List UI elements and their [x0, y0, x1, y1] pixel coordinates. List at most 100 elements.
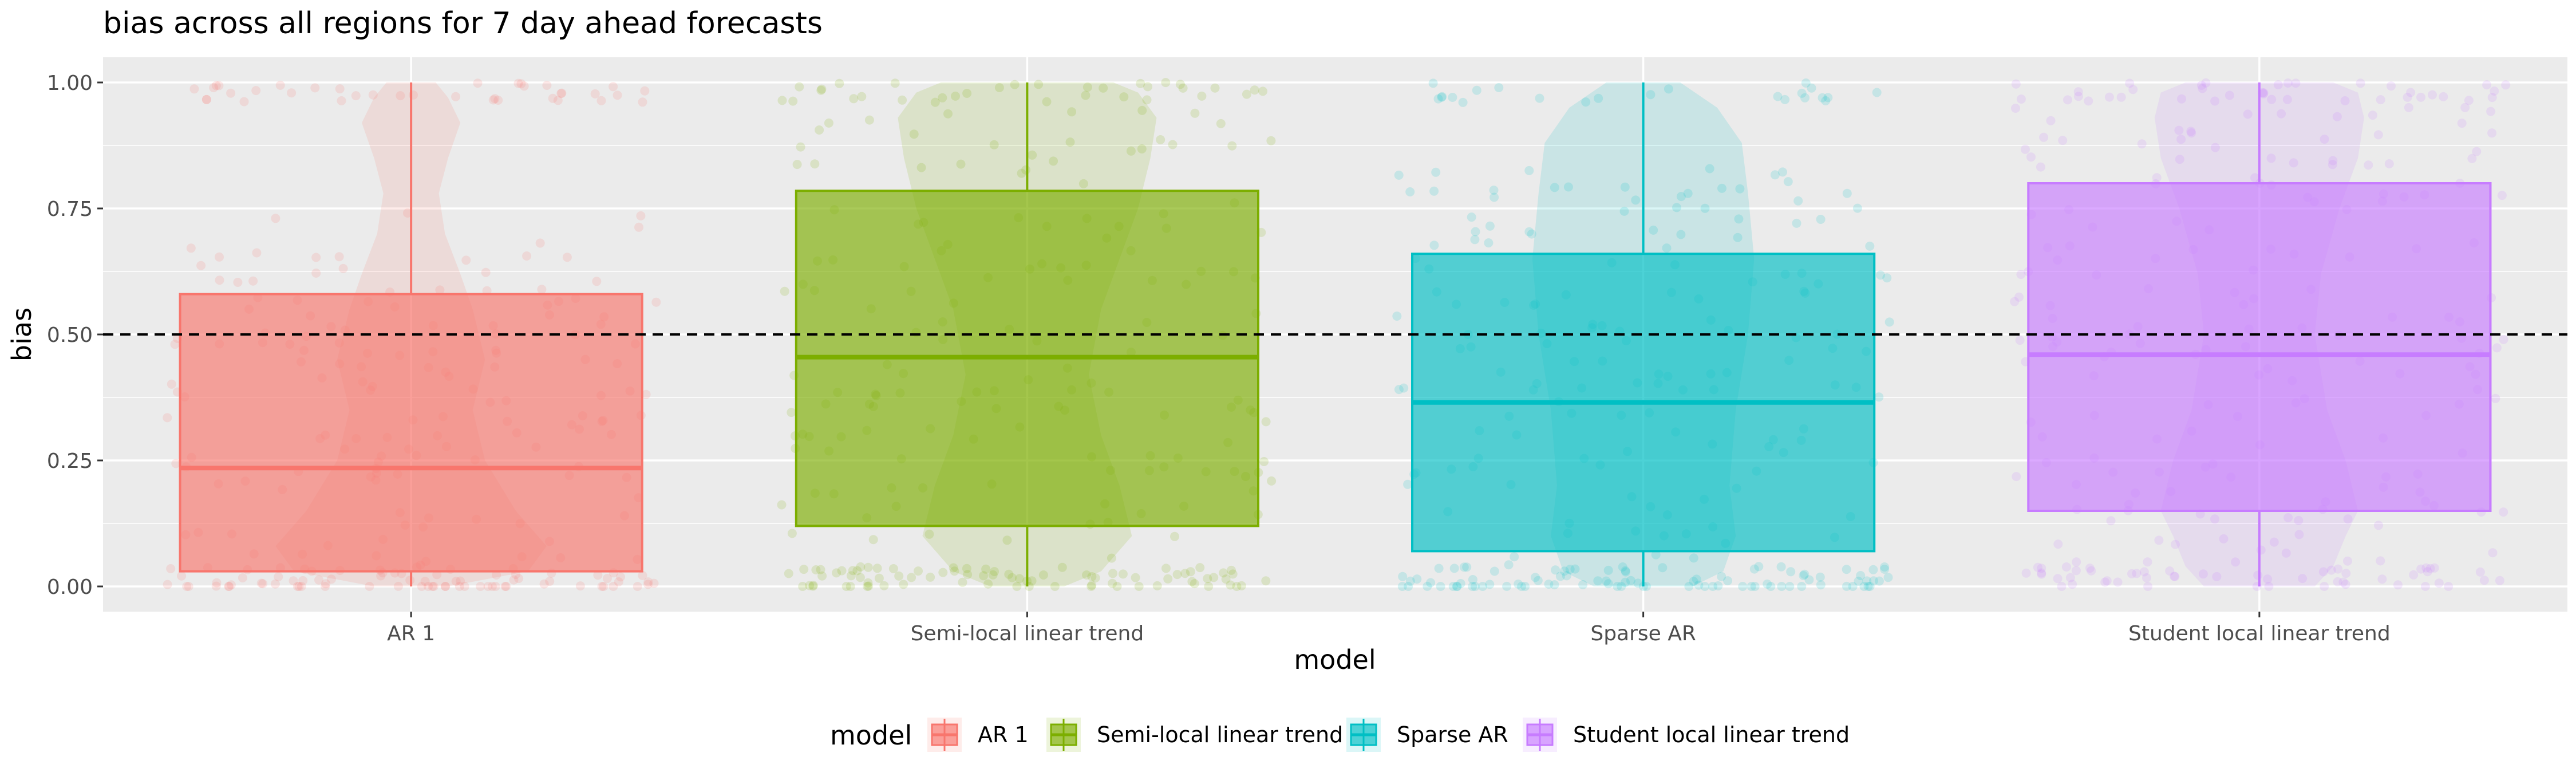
jitter-point: [368, 90, 378, 100]
jitter-point: [2499, 334, 2508, 344]
jitter-point: [1780, 94, 1790, 104]
chart-title: bias across all regions for 7 day ahead …: [103, 6, 823, 41]
jitter-point: [1012, 582, 1022, 591]
jitter-point: [1107, 553, 1116, 563]
jitter-point: [2102, 576, 2112, 586]
jitter-point: [1863, 582, 1873, 591]
x-tick-label: Sparse AR: [1590, 622, 1696, 645]
jitter-point: [435, 285, 445, 295]
jitter-point: [1172, 570, 1182, 580]
jitter-point: [810, 159, 820, 169]
jitter-point: [214, 81, 224, 90]
jitter-point: [1872, 88, 1882, 97]
jitter-point: [456, 576, 465, 586]
jitter-point: [824, 118, 833, 128]
jitter-point: [1429, 186, 1439, 196]
jitter-point: [1717, 183, 1726, 193]
jitter-point: [1551, 565, 1560, 575]
jitter-point: [1876, 270, 1885, 280]
legend-label-1: Semi-local linear trend: [1097, 722, 1343, 747]
jitter-point: [256, 578, 266, 588]
jitter-point: [1734, 214, 1744, 224]
jitter-point: [1468, 575, 1477, 584]
jitter-point: [1156, 135, 1165, 144]
jitter-point: [2495, 576, 2504, 585]
jitter-point: [816, 85, 826, 95]
jitter-point: [1426, 578, 1436, 588]
jitter-point: [1392, 312, 1402, 321]
jitter-point: [376, 571, 386, 581]
jitter-point: [1544, 580, 1554, 589]
jitter-point: [196, 261, 206, 270]
jitter-point: [557, 88, 567, 98]
jitter-point: [1694, 580, 1704, 590]
jitter-point: [989, 140, 999, 149]
jitter-point: [1676, 230, 1686, 239]
jitter-point: [1163, 574, 1173, 584]
jitter-point: [863, 582, 872, 591]
jitter-point: [848, 566, 858, 576]
jitter-point: [1735, 184, 1745, 194]
jitter-point: [638, 97, 647, 107]
jitter-point: [2061, 562, 2071, 572]
jitter-point: [596, 96, 606, 105]
jitter-point: [335, 84, 345, 94]
jitter-point: [899, 580, 908, 589]
jitter-point: [593, 570, 603, 580]
jitter-point: [542, 81, 552, 90]
jitter-point: [1700, 582, 1710, 591]
jitter-point: [403, 208, 412, 218]
legend-title: model: [830, 720, 912, 751]
jitter-point: [2250, 173, 2259, 183]
jitter-point: [420, 577, 430, 586]
jitter-point: [2210, 143, 2220, 152]
jitter-point: [2175, 155, 2184, 164]
jitter-point: [2283, 78, 2293, 88]
jitter-point: [212, 578, 222, 588]
jitter-point: [1593, 576, 1603, 586]
jitter-point: [2267, 94, 2277, 104]
jitter-point: [2016, 270, 2026, 279]
jitter-point: [1531, 573, 1540, 582]
jitter-point: [1658, 563, 1668, 573]
jitter-point: [1008, 573, 1017, 582]
jitter-point: [2269, 537, 2279, 547]
jitter-point: [1470, 235, 1480, 245]
jitter-point: [1394, 170, 1404, 180]
jitter-point: [202, 94, 211, 104]
jitter-point: [2333, 577, 2342, 586]
jitter-point: [2011, 104, 2020, 113]
jitter-point: [1823, 93, 1833, 103]
jitter-point: [1242, 89, 1251, 99]
jitter-point: [855, 573, 865, 582]
jitter-point: [2420, 582, 2430, 591]
jitter-point: [1524, 166, 1534, 175]
jitter-point: [2143, 557, 2152, 567]
x-axis-title: model: [1294, 644, 1376, 675]
jitter-point: [2039, 132, 2049, 142]
jitter-point: [2282, 94, 2292, 104]
jitter-point: [424, 582, 433, 591]
box-0: [179, 293, 643, 573]
jitter-point: [1517, 582, 1526, 591]
jitter-point: [994, 83, 1004, 92]
y-tick-label: 0.25: [47, 450, 93, 473]
jitter-point: [1570, 564, 1580, 574]
jitter-point: [1050, 582, 1060, 591]
jitter-point: [2486, 107, 2496, 116]
jitter-point: [1854, 576, 1863, 586]
jitter-point: [2326, 565, 2336, 575]
jitter-point: [1161, 78, 1171, 88]
jitter-point: [835, 78, 844, 88]
jitter-point: [949, 563, 958, 573]
jitter-point: [1708, 582, 1718, 591]
jitter-point: [209, 83, 219, 93]
jitter-point: [2273, 80, 2283, 89]
jitter-point: [1028, 150, 1037, 160]
jitter-point: [2320, 582, 2329, 591]
jitter-point: [1816, 580, 1826, 590]
jitter-point: [1662, 243, 1672, 253]
jitter-point: [182, 582, 192, 591]
jitter-point: [1057, 562, 1067, 572]
jitter-point: [1038, 570, 1048, 580]
